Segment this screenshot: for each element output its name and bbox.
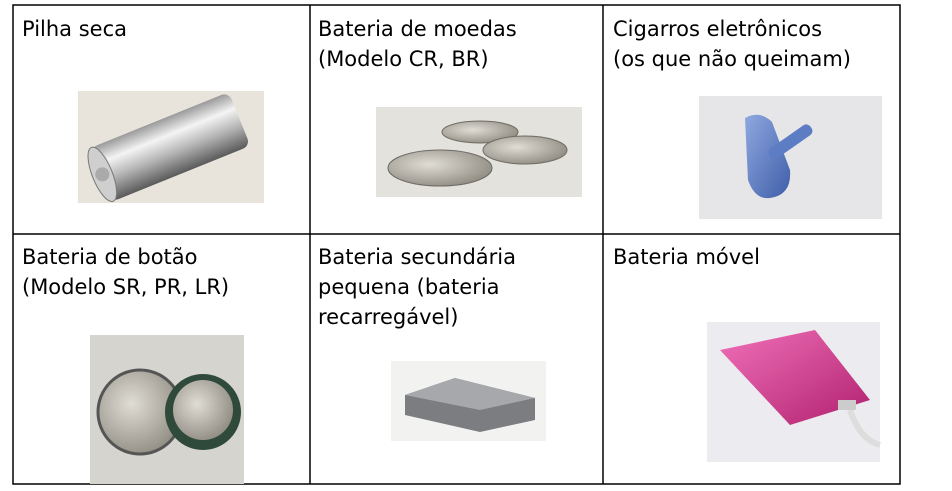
cell-text: (os que não queimam) — [613, 47, 851, 71]
rechargeable-battery-image — [391, 361, 546, 441]
table-grid — [12, 4, 901, 485]
cell-text: Bateria de botão — [22, 245, 198, 269]
cell-text: recarregável) — [318, 305, 458, 329]
power-bank-image — [707, 322, 881, 462]
cell-text: Bateria móvel — [613, 245, 760, 269]
cell-text: (Modelo SR, PR, LR) — [22, 275, 229, 299]
button-battery-image — [90, 335, 244, 484]
coin-battery-image — [376, 107, 582, 197]
cell-text: Bateria de moedas — [318, 17, 517, 41]
cell-text: pequena (bateria — [318, 275, 500, 299]
cell-text: Pilha seca — [22, 17, 127, 41]
e-cigarette-image — [699, 96, 882, 219]
cell-text: Cigarros eletrônicos — [613, 17, 822, 41]
dry-cell-image — [78, 91, 264, 203]
cell-text: (Modelo CR, BR) — [318, 47, 489, 71]
cell-text: Bateria secundária — [318, 245, 516, 269]
